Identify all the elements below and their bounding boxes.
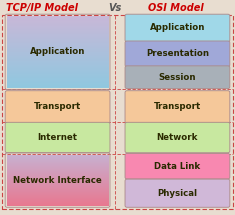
Text: Internet: Internet: [38, 133, 78, 142]
Text: Application: Application: [150, 23, 205, 32]
FancyBboxPatch shape: [5, 122, 110, 153]
FancyBboxPatch shape: [125, 179, 230, 207]
Text: Vs: Vs: [109, 3, 122, 12]
FancyBboxPatch shape: [125, 91, 230, 123]
Text: Presentation: Presentation: [146, 49, 209, 58]
Text: Session: Session: [159, 73, 196, 82]
Text: Physical: Physical: [157, 189, 197, 198]
Text: TCP/IP Model: TCP/IP Model: [6, 3, 78, 12]
FancyBboxPatch shape: [125, 66, 230, 89]
FancyBboxPatch shape: [125, 154, 230, 179]
Text: Transport: Transport: [154, 102, 201, 111]
Text: OSI Model: OSI Model: [148, 3, 204, 12]
Text: Network: Network: [157, 133, 198, 142]
Text: Application: Application: [30, 47, 85, 56]
Text: Network Interface: Network Interface: [13, 176, 102, 185]
FancyBboxPatch shape: [125, 14, 230, 42]
FancyBboxPatch shape: [125, 41, 230, 67]
Text: Data Link: Data Link: [154, 162, 200, 171]
Text: Transport: Transport: [34, 102, 81, 111]
FancyBboxPatch shape: [5, 91, 110, 123]
FancyBboxPatch shape: [125, 122, 230, 153]
